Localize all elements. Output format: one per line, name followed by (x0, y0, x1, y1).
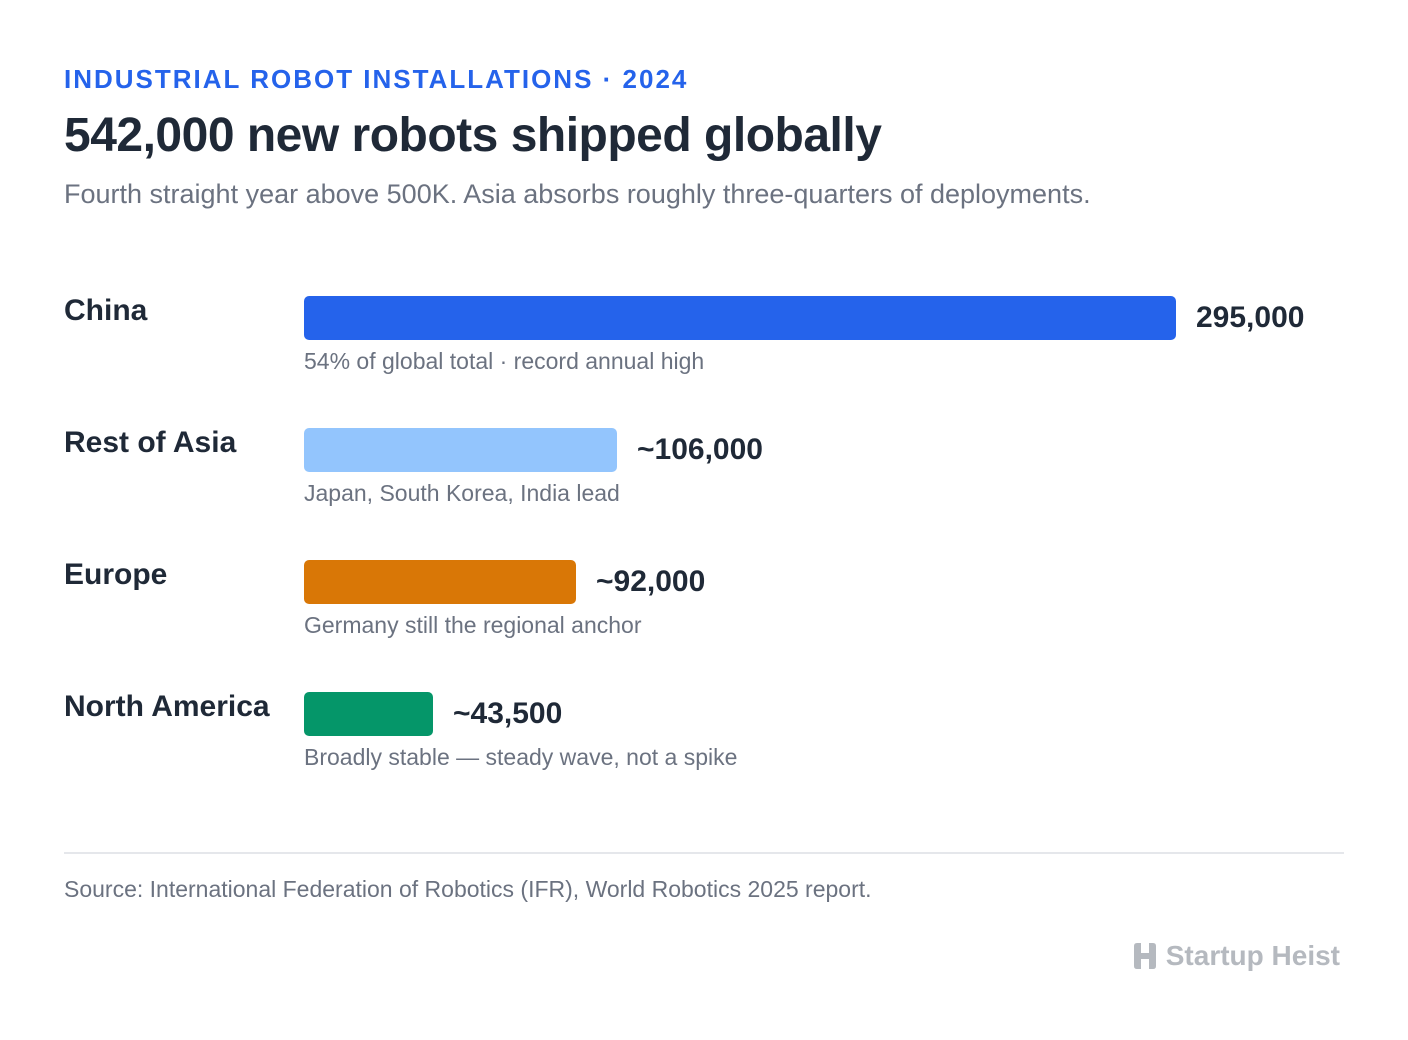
category-label: North America (64, 690, 270, 723)
category-label: Europe (64, 558, 168, 591)
bar-note: Japan, South Korea, India lead (304, 480, 620, 506)
brand-name: Startup Heist (1165, 940, 1340, 971)
divider (64, 852, 1344, 854)
building-logo-icon (1132, 942, 1158, 970)
chart-eyebrow: INDUSTRIAL ROBOT INSTALLATIONS · 2024 (64, 64, 689, 94)
bar-note: Germany still the regional anchor (304, 612, 642, 638)
bar (304, 560, 576, 604)
value-label: 295,000 (1196, 301, 1305, 334)
category-label: China (64, 294, 148, 327)
category-label: Rest of Asia (64, 426, 237, 459)
bar (304, 692, 433, 736)
brand-logo: Startup Heist (1132, 940, 1340, 972)
chart-subtitle: Fourth straight year above 500K. Asia ab… (64, 179, 1091, 209)
source-note: Source: International Federation of Robo… (64, 876, 872, 902)
bar (304, 428, 617, 472)
bar (304, 296, 1176, 340)
value-label: ~106,000 (637, 433, 763, 466)
bar-note: Broadly stable — steady wave, not a spik… (304, 744, 738, 770)
value-label: ~92,000 (596, 565, 706, 598)
chart-title: 542,000 new robots shipped globally (64, 109, 882, 162)
bar-note: 54% of global total · record annual high (304, 348, 705, 374)
value-label: ~43,500 (453, 697, 563, 730)
